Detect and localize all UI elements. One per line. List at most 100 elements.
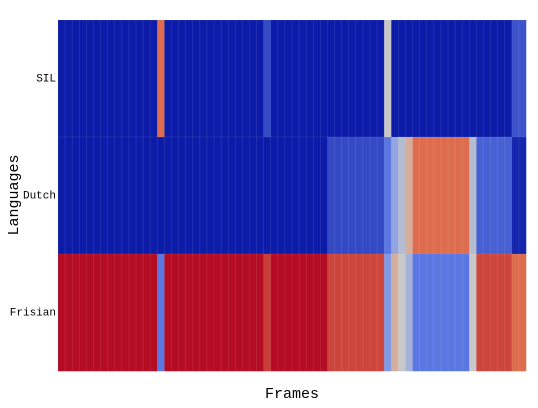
heatmap-cell	[376, 136, 385, 255]
heatmap-cell	[383, 136, 392, 255]
heatmap-cell	[355, 253, 364, 372]
heatmap-cell	[156, 136, 165, 255]
heatmap-cell	[121, 136, 130, 255]
heatmap-cell	[107, 136, 116, 255]
heatmap-cell	[128, 253, 137, 372]
heatmap-cell	[412, 136, 421, 255]
heatmap-cell	[164, 19, 173, 138]
heatmap-cell	[320, 136, 329, 255]
heatmap-cell	[185, 136, 194, 255]
heatmap-cell	[234, 136, 243, 255]
heatmap-cell	[270, 253, 279, 372]
heatmap-cell	[227, 136, 236, 255]
heatmap-cell	[64, 253, 73, 372]
heatmap-cell	[298, 136, 307, 255]
heatmap-cell	[312, 136, 321, 255]
heatmap-cell	[185, 19, 194, 138]
heatmap-cell	[263, 136, 272, 255]
heatmap-cell	[334, 253, 343, 372]
heatmap-cell	[149, 136, 158, 255]
heatmap-cell	[270, 136, 279, 255]
heatmap-cell	[71, 19, 80, 138]
heatmap-cell	[192, 253, 201, 372]
heatmap-cell	[483, 136, 492, 255]
heatmap-cell	[291, 253, 300, 372]
heatmap-cell	[454, 253, 463, 372]
y-tick-label: Frisian	[10, 307, 56, 319]
heatmap-cell	[454, 19, 463, 138]
heatmap-cell	[263, 253, 272, 372]
heatmap-cell	[192, 19, 201, 138]
heatmap-cell	[383, 19, 392, 138]
heatmap-cell	[164, 136, 173, 255]
heatmap-cell	[433, 19, 442, 138]
heatmap-cell	[114, 136, 123, 255]
x-axis-label: Frames	[265, 386, 319, 403]
heatmap-cell	[426, 19, 435, 138]
heatmap-cell	[142, 136, 151, 255]
heatmap-cell	[242, 19, 251, 138]
heatmap-cell	[440, 19, 449, 138]
heatmap-cell	[220, 136, 229, 255]
heatmap-cell	[284, 19, 293, 138]
heatmap-cell	[220, 19, 229, 138]
heatmap-cell	[156, 19, 165, 138]
heatmap-cell	[390, 136, 399, 255]
heatmap-cell	[291, 19, 300, 138]
heatmap-cell	[518, 19, 527, 138]
heatmap-cell	[390, 253, 399, 372]
heatmap-cell	[327, 136, 336, 255]
heatmap-cell	[107, 19, 116, 138]
heatmap-cell	[483, 253, 492, 372]
heatmap-cell	[156, 253, 165, 372]
heatmap-cell	[284, 253, 293, 372]
heatmap-cell	[135, 19, 144, 138]
heatmap-cell	[320, 253, 329, 372]
heatmap-cell	[128, 136, 137, 255]
heatmap-cell	[277, 19, 286, 138]
heatmap-cell	[398, 19, 407, 138]
heatmap-cell	[206, 19, 215, 138]
heatmap-cell	[369, 19, 378, 138]
heatmap-cell	[312, 253, 321, 372]
heatmap-cell	[440, 253, 449, 372]
heatmap-cell	[100, 136, 109, 255]
heatmap-cell	[511, 19, 520, 138]
heatmap-cell	[277, 136, 286, 255]
heatmap-cell	[419, 19, 428, 138]
heatmap-cell	[320, 19, 329, 138]
heatmap-cell	[390, 19, 399, 138]
heatmap-cell	[114, 19, 123, 138]
heatmap-cell	[461, 253, 470, 372]
heatmap-cell	[121, 19, 130, 138]
heatmap-cell	[312, 19, 321, 138]
heatmap-cell	[178, 136, 187, 255]
heatmap-cell	[511, 136, 520, 255]
heatmap-cell	[57, 19, 66, 138]
heatmap-cell	[234, 19, 243, 138]
heatmap-cell	[476, 253, 485, 372]
heatmap-cell	[468, 136, 477, 255]
heatmap-cell	[71, 253, 80, 372]
heatmap-cell	[376, 19, 385, 138]
heatmap-cell	[341, 253, 350, 372]
heatmap-cell	[256, 19, 265, 138]
heatmap-cell	[298, 253, 307, 372]
heatmap-cell	[518, 253, 527, 372]
heatmap-cell	[497, 253, 506, 372]
heatmap-cell	[78, 253, 87, 372]
heatmap-cell	[426, 253, 435, 372]
heatmap-cell	[178, 19, 187, 138]
heatmap-cell	[128, 19, 137, 138]
heatmap-cell	[412, 19, 421, 138]
heatmap-cell	[362, 136, 371, 255]
heatmap-cell	[405, 136, 414, 255]
heatmap-cell	[476, 19, 485, 138]
heatmap-cell	[256, 136, 265, 255]
heatmap-cell	[405, 253, 414, 372]
y-tick-label: SIL	[36, 73, 56, 85]
heatmap-cell	[334, 136, 343, 255]
heatmap-cell	[298, 19, 307, 138]
heatmap-cell	[327, 19, 336, 138]
heatmap-cell	[490, 136, 499, 255]
